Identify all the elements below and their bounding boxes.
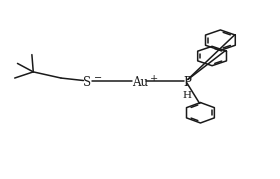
Text: S: S [83,76,91,89]
Text: +: + [150,74,158,83]
Text: Au: Au [132,76,148,89]
Text: H: H [183,91,192,100]
Text: P: P [183,76,191,89]
Text: −: − [94,74,102,83]
